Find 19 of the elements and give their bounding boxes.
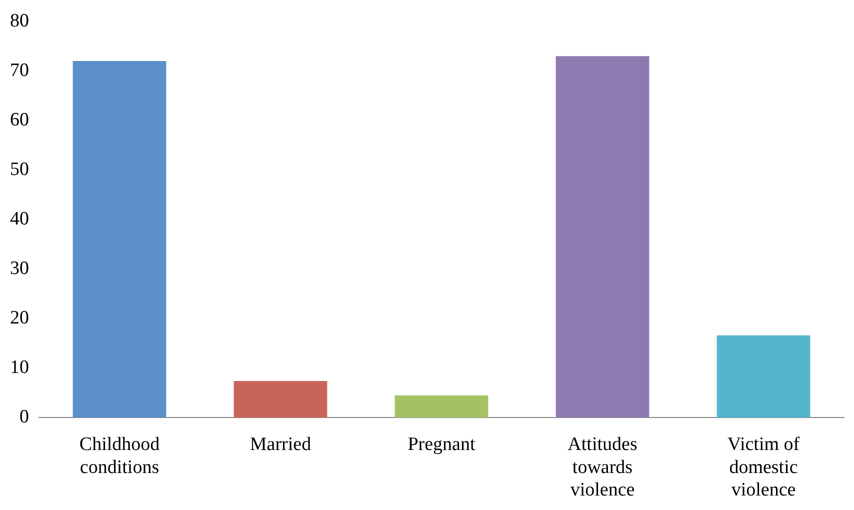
x-tick-label: Attitudes towards violence xyxy=(568,434,638,501)
y-tick-label: 80 xyxy=(10,10,29,32)
x-tick-label: Childhood conditions xyxy=(79,434,160,478)
y-tick-label: 70 xyxy=(10,60,29,81)
x-tick-label: Victim of domestic violence xyxy=(727,434,800,501)
y-tick-label: 60 xyxy=(10,109,29,130)
bar xyxy=(394,395,488,418)
bar xyxy=(72,61,166,418)
y-tick-label: 40 xyxy=(10,208,29,230)
bar xyxy=(234,380,328,418)
y-tick-label: 30 xyxy=(10,258,29,280)
x-tick-label: Married xyxy=(250,434,312,455)
bar xyxy=(716,335,810,418)
y-tick-label: 0 xyxy=(20,406,29,428)
y-tick-label: 50 xyxy=(10,158,29,180)
bar xyxy=(556,56,650,418)
y-tick-label: 20 xyxy=(10,308,29,329)
x-tick-label: Pregnant xyxy=(408,434,476,455)
y-tick-label: 10 xyxy=(10,357,29,378)
